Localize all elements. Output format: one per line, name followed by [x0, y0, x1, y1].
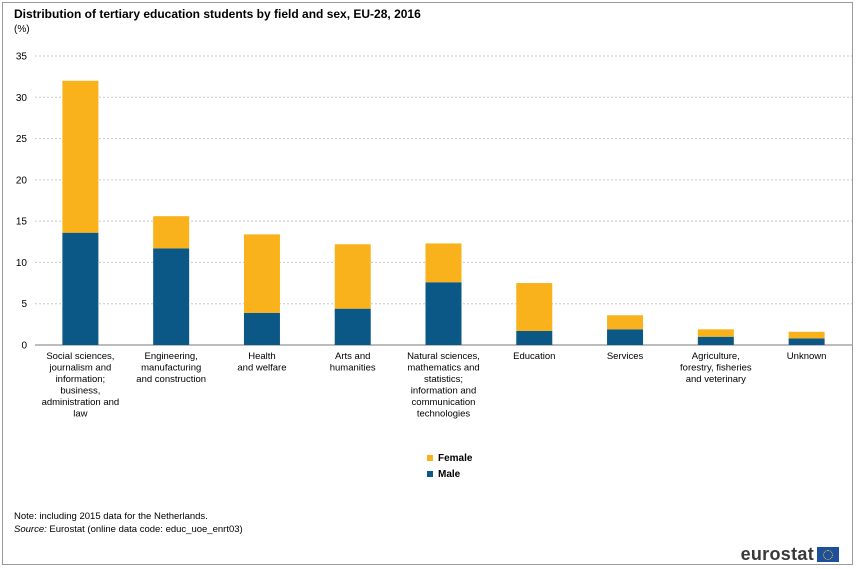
y-tick-label: 15: [16, 217, 28, 228]
y-unit-label: (%): [14, 24, 30, 35]
legend-item-male: Male: [427, 466, 472, 482]
legend-item-female: Female: [427, 450, 472, 466]
x-tick-label-line: forestry, fisheries: [680, 363, 752, 374]
x-tick-label-line: Health: [248, 351, 275, 362]
bar-female: [243, 234, 280, 313]
bar-female: [425, 243, 462, 283]
legend-label-male: Male: [438, 468, 461, 480]
y-tick-label: 0: [21, 341, 27, 352]
y-tick-label: 35: [16, 52, 28, 63]
source-text: Eurostat (online data code: educ_uoe_enr…: [46, 524, 243, 535]
x-tick-label-line: Unknown: [787, 351, 827, 362]
x-tick-label-line: information and: [411, 386, 476, 397]
x-tick-label: Services: [607, 351, 644, 362]
x-tick-label-line: administration and: [42, 397, 120, 408]
x-tick-label-line: humanities: [330, 363, 376, 374]
x-tick-label-line: Arts and: [335, 351, 370, 362]
bar-male: [516, 330, 553, 345]
chart-title: Distribution of tertiary education stude…: [14, 7, 421, 21]
x-tick-label-line: journalism and: [48, 363, 111, 374]
bar-male: [788, 338, 825, 345]
bar-male: [243, 312, 280, 345]
x-tick-label-line: and construction: [136, 374, 206, 385]
bar-female: [516, 283, 553, 331]
footnote: Note: including 2015 data for the Nether…: [14, 510, 243, 536]
x-tick-label-line: business,: [60, 386, 100, 397]
bar-female: [62, 80, 99, 233]
x-tick-label-line: Engineering,: [144, 351, 197, 362]
bar-male: [153, 248, 190, 345]
legend-swatch-male: [427, 471, 433, 477]
eurostat-logo: eurostat: [741, 544, 839, 565]
y-tick-label: 20: [16, 175, 28, 186]
eu-flag-icon: [817, 547, 839, 562]
x-tick-label-line: communication: [412, 397, 476, 408]
y-tick-label: 10: [16, 258, 28, 269]
x-tick-label-line: Agriculture,: [692, 351, 740, 362]
x-tick-label-line: Education: [513, 351, 555, 362]
bar-female: [153, 216, 190, 249]
x-tick-label: Arts and humanities: [330, 351, 376, 374]
source-label: Source:: [14, 524, 47, 535]
x-tick-label-line: Natural sciences,: [407, 351, 480, 362]
bar-female: [607, 315, 644, 330]
x-tick-label: Natural sciences, mathematics and statisti…: [407, 351, 480, 420]
x-tick-label-line: Services: [607, 351, 644, 362]
legend: Female Male: [427, 450, 472, 482]
y-tick-label: 30: [16, 93, 28, 104]
x-tick-label: Health and welfare: [237, 351, 286, 374]
x-tick-label-line: manufacturing: [141, 363, 201, 374]
source-line: Source: Eurostat (online data code: educ…: [14, 523, 243, 536]
bar-male: [425, 282, 462, 345]
x-tick-label: Agriculture, forestry, fisheries and veter…: [680, 351, 752, 385]
x-tick-label: Social sciences, journalism and informatio…: [42, 351, 120, 420]
legend-label-female: Female: [438, 452, 473, 464]
bar-female: [334, 244, 371, 309]
x-tick-label-line: law: [73, 409, 87, 420]
bar-male: [334, 308, 371, 345]
y-tick-label: 25: [16, 134, 28, 145]
logo-text: eurostat: [740, 544, 814, 564]
bar-male: [607, 329, 644, 345]
x-tick-label-line: information;: [56, 374, 106, 385]
x-tick-label: Unknown: [787, 351, 827, 362]
legend-swatch-female: [427, 455, 433, 461]
x-tick-label-line: statistics;: [424, 374, 463, 385]
x-tick-label-line: mathematics and: [407, 363, 479, 374]
bar-female: [788, 331, 825, 339]
bar-male: [62, 232, 99, 345]
x-tick-label-line: technologies: [417, 409, 471, 420]
bar-male: [697, 336, 734, 345]
x-tick-label-line: and welfare: [237, 363, 286, 374]
note-text: Note: including 2015 data for the Nether…: [14, 511, 208, 522]
x-tick-label-line: and veterinary: [686, 374, 746, 385]
x-tick-label: Engineering, manufacturing and constructio…: [136, 351, 206, 385]
x-tick-label-line: Social sciences,: [46, 351, 114, 362]
x-tick-label: Education: [513, 351, 555, 362]
bar-female: [697, 329, 734, 337]
y-tick-label: 5: [21, 299, 27, 310]
